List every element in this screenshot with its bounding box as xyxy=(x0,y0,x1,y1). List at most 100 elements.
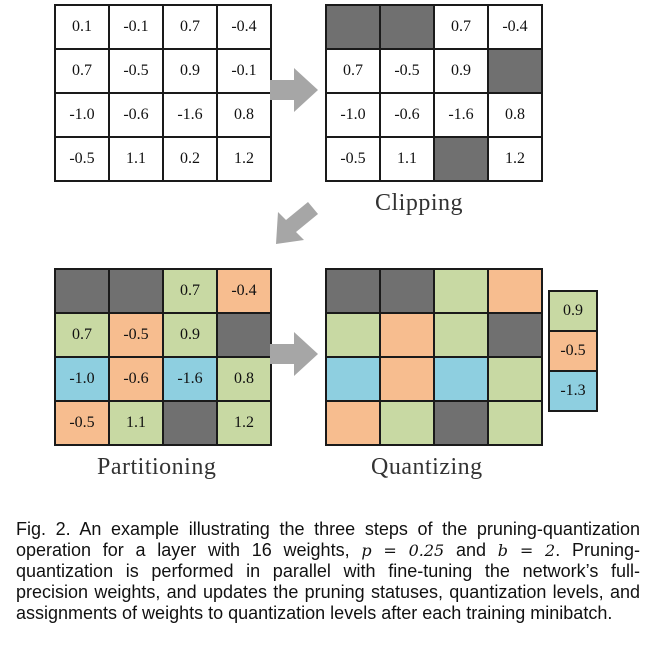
weight-cell: -0.5 xyxy=(54,136,110,182)
weight-cell: -1.6 xyxy=(162,356,218,402)
grid-row: 0.7 -0.4 xyxy=(325,4,543,50)
pruned-weight-cell xyxy=(487,312,543,358)
weight-cell xyxy=(325,400,381,446)
weight-cell: -0.5 xyxy=(108,312,164,358)
original-weight-grid: 0.1 -0.1 0.7 -0.4 0.7 -0.5 0.9 -0.1 -1.0 -0.6 -1.6… xyxy=(54,4,272,182)
grid-row: 0.7 -0.4 xyxy=(54,268,272,314)
partitioned-weight-grid: 0.7 -0.4 0.7 -0.5 0.9 -1.0 -0.6 -1.6 0.8 -0.5 1.1 1… xyxy=(54,268,272,446)
quantization-level-cell: -0.5 xyxy=(548,330,598,372)
arrow-down-left-icon xyxy=(276,202,318,244)
quantization-levels: 0.9 -0.5 -1.3 xyxy=(548,290,598,412)
weight-cell: 0.7 xyxy=(433,4,489,50)
weight-cell: 0.7 xyxy=(162,268,218,314)
clipped-weight-grid: 0.7 -0.4 0.7 -0.5 0.9 -1.0 -0.6 -1.6 0.8 -0.5 1.1 1… xyxy=(325,4,543,182)
grid-row: 0.7 -0.5 0.9 -0.1 xyxy=(54,48,272,94)
pruned-weight-cell xyxy=(108,268,164,314)
weight-cell: -0.4 xyxy=(487,4,543,50)
weight-cell xyxy=(433,356,489,402)
weight-cell xyxy=(325,312,381,358)
weight-cell: 0.8 xyxy=(216,92,272,138)
weight-cell: -0.1 xyxy=(108,4,164,50)
weight-cell: -0.6 xyxy=(108,92,164,138)
clipping-label: Clipping xyxy=(375,190,464,216)
weight-cell: 0.9 xyxy=(162,312,218,358)
weight-cell: 0.7 xyxy=(54,48,110,94)
grid-row xyxy=(325,356,543,402)
arrow-right-icon xyxy=(270,68,318,112)
grid-row: -1.0 -0.6 -1.6 0.8 xyxy=(54,92,272,138)
grid-row xyxy=(325,312,543,358)
quantizing-label: Quantizing xyxy=(371,454,483,480)
grid-row: -0.5 1.1 1.2 xyxy=(54,400,272,446)
pruned-weight-cell xyxy=(433,136,489,182)
pruned-weight-cell xyxy=(325,4,381,50)
grid-row: 0.7 -0.5 0.9 xyxy=(54,312,272,358)
pruned-weight-cell xyxy=(162,400,218,446)
weight-cell: 0.9 xyxy=(162,48,218,94)
pruned-weight-cell xyxy=(325,268,381,314)
partitioning-label: Partitioning xyxy=(97,454,217,480)
caption-text-2: . Pruning-quantization is performed in p… xyxy=(16,540,640,623)
pruned-weight-cell xyxy=(379,268,435,314)
weight-cell: 1.1 xyxy=(108,400,164,446)
weight-cell: 0.7 xyxy=(54,312,110,358)
grid-row: 0.1 -0.1 0.7 -0.4 xyxy=(54,4,272,50)
weight-cell: 0.9 xyxy=(433,48,489,94)
weight-cell: 1.1 xyxy=(108,136,164,182)
arrow-right-icon xyxy=(270,332,318,376)
caption-b-expression: b = 2 xyxy=(497,541,556,560)
weight-cell: -0.4 xyxy=(216,4,272,50)
weight-cell: -0.5 xyxy=(379,48,435,94)
weight-cell xyxy=(379,312,435,358)
weight-cell: 1.1 xyxy=(379,136,435,182)
weight-cell: 1.2 xyxy=(487,136,543,182)
grid-row: -1.0 -0.6 -1.6 0.8 xyxy=(54,356,272,402)
weight-cell xyxy=(487,356,543,402)
grid-row: -0.5 1.1 1.2 xyxy=(325,136,543,182)
weight-cell: -1.0 xyxy=(325,92,381,138)
pruned-weight-cell xyxy=(54,268,110,314)
weight-cell: 0.7 xyxy=(162,4,218,50)
figure-caption: Fig. 2. An example illustrating the thre… xyxy=(16,519,640,624)
weight-cell: 0.7 xyxy=(325,48,381,94)
weight-cell: -1.6 xyxy=(433,92,489,138)
weight-cell: 1.2 xyxy=(216,400,272,446)
weight-cell: 0.8 xyxy=(216,356,272,402)
weight-cell: 0.1 xyxy=(54,4,110,50)
quantization-level-cell: -1.3 xyxy=(548,370,598,412)
weight-cell xyxy=(433,312,489,358)
weight-cell: 1.2 xyxy=(216,136,272,182)
caption-and: and xyxy=(444,540,498,560)
pruned-weight-cell xyxy=(433,400,489,446)
pruned-weight-cell xyxy=(379,4,435,50)
weight-cell xyxy=(487,268,543,314)
weight-cell xyxy=(379,356,435,402)
caption-text-1: Fig. 2. An example illustrating the thre… xyxy=(16,519,640,560)
weight-cell: -0.1 xyxy=(216,48,272,94)
weight-cell xyxy=(325,356,381,402)
pruned-weight-cell xyxy=(487,48,543,94)
grid-row xyxy=(325,268,543,314)
quantized-weight-grid xyxy=(325,268,543,446)
weight-cell: -1.6 xyxy=(162,92,218,138)
weight-cell: -0.5 xyxy=(108,48,164,94)
pruned-weight-cell xyxy=(216,312,272,358)
grid-row: -0.5 1.1 0.2 1.2 xyxy=(54,136,272,182)
weight-cell: -1.0 xyxy=(54,92,110,138)
weight-cell: 0.8 xyxy=(487,92,543,138)
weight-cell: -1.0 xyxy=(54,356,110,402)
weight-cell: 0.2 xyxy=(162,136,218,182)
weight-cell: -0.5 xyxy=(325,136,381,182)
weight-cell: -0.5 xyxy=(54,400,110,446)
weight-cell xyxy=(379,400,435,446)
weight-cell xyxy=(487,400,543,446)
caption-p-expression: p = 0.25 xyxy=(361,541,445,560)
weight-cell: -0.4 xyxy=(216,268,272,314)
weight-cell: -0.6 xyxy=(379,92,435,138)
grid-row: 0.7 -0.5 0.9 xyxy=(325,48,543,94)
weight-cell xyxy=(433,268,489,314)
grid-row: -1.0 -0.6 -1.6 0.8 xyxy=(325,92,543,138)
quantization-level-cell: 0.9 xyxy=(548,290,598,332)
grid-row xyxy=(325,400,543,446)
weight-cell: -0.6 xyxy=(108,356,164,402)
